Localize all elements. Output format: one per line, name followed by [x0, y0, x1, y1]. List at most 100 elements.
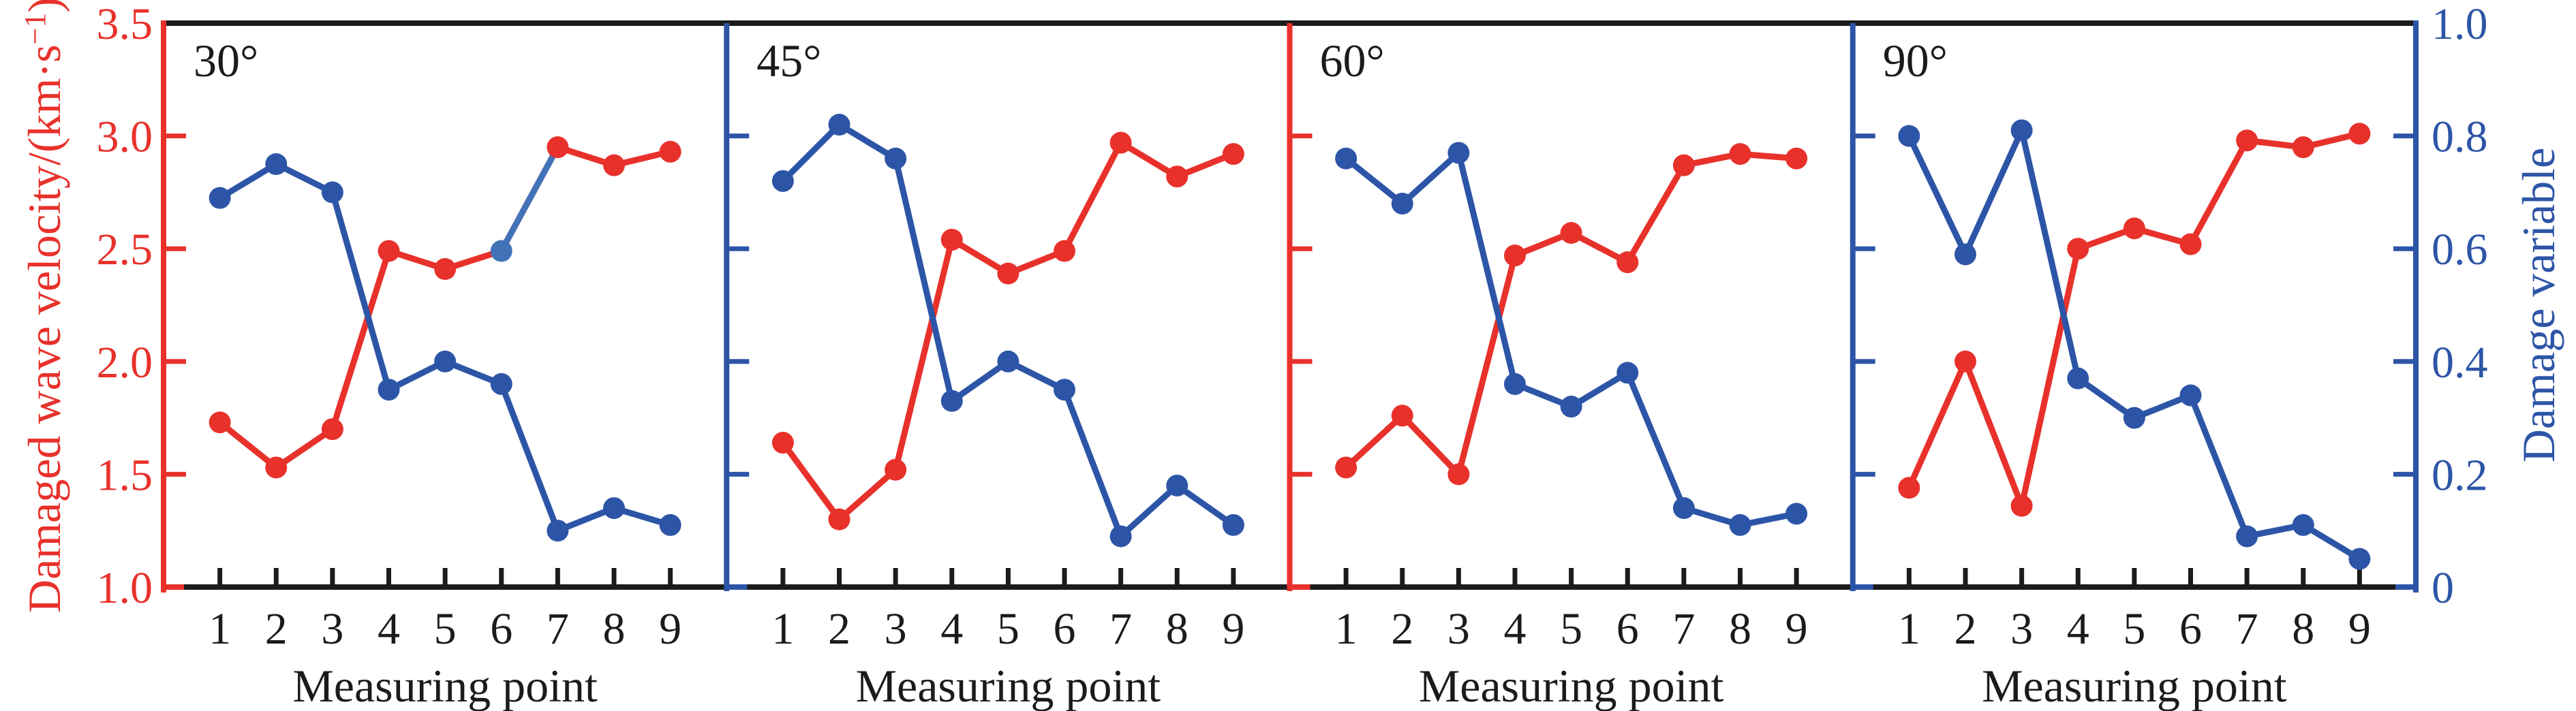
x-tick-label: 8	[603, 604, 626, 654]
velocity-point	[490, 240, 512, 262]
blue-colored-velocity-segment	[498, 146, 561, 253]
velocity-point	[209, 411, 231, 434]
x-tick-label: 1	[1898, 604, 1920, 654]
damage-point	[997, 350, 1019, 373]
x-tick-label: 3	[1447, 604, 1470, 654]
damage-point	[378, 379, 400, 401]
damage-point	[2123, 407, 2145, 429]
left-axis-tick-label: 1.5	[97, 450, 153, 500]
x-axis-title: Measuring point	[856, 660, 1161, 711]
x-tick-label: 2	[1954, 604, 1977, 654]
velocity-point	[1954, 350, 1976, 373]
velocity-point	[434, 258, 457, 281]
damage-point	[1616, 362, 1639, 384]
damage-point	[1785, 503, 1808, 525]
damage-point	[885, 147, 907, 170]
damage-point	[2179, 384, 2202, 407]
right-axis-tick-label: 0.8	[2432, 112, 2488, 162]
damage-point	[1391, 192, 1413, 215]
damage-point	[2236, 525, 2258, 548]
right-axis-tick-label: 0.4	[2432, 338, 2488, 388]
velocity-point	[1335, 456, 1358, 479]
x-tick-label: 6	[490, 604, 512, 654]
panel-angle-label: 30°	[194, 35, 258, 86]
velocity-point	[1222, 143, 1244, 165]
damage-point	[771, 170, 794, 192]
x-tick-label: 4	[378, 604, 400, 654]
left-axis-tick-label: 2.5	[97, 225, 153, 274]
damage-point	[1729, 514, 1751, 536]
x-tick-label: 4	[940, 604, 963, 654]
velocity-point	[603, 154, 625, 176]
x-tick-label: 7	[1109, 604, 1132, 654]
velocity-point	[2236, 129, 2258, 152]
x-tick-label: 1	[1335, 604, 1358, 654]
damage-point	[1335, 147, 1358, 170]
velocity-point	[2123, 217, 2145, 240]
damage-point	[1054, 379, 1075, 401]
damage-point	[265, 153, 288, 175]
damage-point	[1222, 514, 1244, 536]
damage-point	[321, 181, 343, 204]
panel-angle-label: 90°	[1883, 35, 1948, 86]
velocity-point	[547, 136, 569, 159]
x-axis-title: Measuring point	[1982, 660, 2287, 711]
velocity-point	[1391, 405, 1413, 427]
left-axis-tick-label: 2.0	[97, 338, 153, 388]
x-tick-label: 7	[2236, 604, 2258, 654]
x-tick-label: 3	[321, 604, 343, 654]
damage-point	[1504, 373, 1526, 395]
damage-point	[603, 497, 625, 520]
velocity-point	[1504, 244, 1526, 267]
x-tick-label: 6	[1616, 604, 1639, 654]
damage-point	[940, 390, 963, 412]
damage-point	[1898, 125, 1920, 147]
left-axis-tick-label: 1.0	[97, 563, 153, 613]
x-tick-label: 1	[209, 604, 231, 654]
x-tick-label: 5	[434, 604, 457, 654]
velocity-point	[2179, 233, 2202, 255]
damage-point	[1560, 396, 1582, 418]
velocity-point	[771, 432, 794, 454]
velocity-point	[1729, 143, 1751, 165]
x-tick-label: 4	[2067, 604, 2089, 654]
velocity-point	[997, 262, 1019, 285]
velocity-point	[1672, 154, 1695, 176]
x-tick-label: 3	[2010, 604, 2033, 654]
x-tick-label: 8	[1729, 604, 1751, 654]
panel-angle-label: 60°	[1320, 35, 1385, 86]
velocity-point	[885, 458, 907, 481]
velocity-point	[321, 418, 343, 441]
x-tick-label: 8	[1166, 604, 1189, 654]
velocity-point	[1447, 463, 1470, 486]
right-axis-tick-label: 0	[2432, 563, 2454, 613]
damage-point	[1447, 142, 1470, 164]
velocity-point	[1166, 165, 1189, 188]
velocity-point	[1560, 222, 1582, 244]
velocity-point	[1898, 477, 1920, 499]
x-tick-label: 6	[1054, 604, 1076, 654]
velocity-point	[2067, 238, 2089, 260]
x-tick-label: 7	[1672, 604, 1695, 654]
x-tick-label: 7	[547, 604, 569, 654]
damage-point	[209, 187, 231, 209]
damage-point	[659, 514, 681, 536]
x-tick-label: 3	[885, 604, 907, 654]
damage-point	[828, 114, 850, 136]
damage-point	[2348, 548, 2371, 570]
velocity-point	[1054, 240, 1075, 262]
velocity-point	[1109, 131, 1132, 154]
velocity-point	[2292, 136, 2314, 159]
damage-point	[547, 520, 569, 542]
damage-point	[2067, 367, 2089, 390]
velocity-point	[2348, 123, 2371, 145]
damage-point	[1166, 474, 1189, 496]
x-tick-label: 2	[1391, 604, 1413, 654]
x-tick-label: 5	[2123, 604, 2145, 654]
x-tick-label: 8	[2292, 604, 2314, 654]
velocity-point	[1785, 147, 1808, 170]
velocity-point	[828, 508, 850, 531]
damage-point	[1672, 497, 1695, 520]
damage-point	[490, 373, 512, 395]
left-axis-title: Damaged wave velocity/(km·s−1)	[18, 0, 70, 613]
